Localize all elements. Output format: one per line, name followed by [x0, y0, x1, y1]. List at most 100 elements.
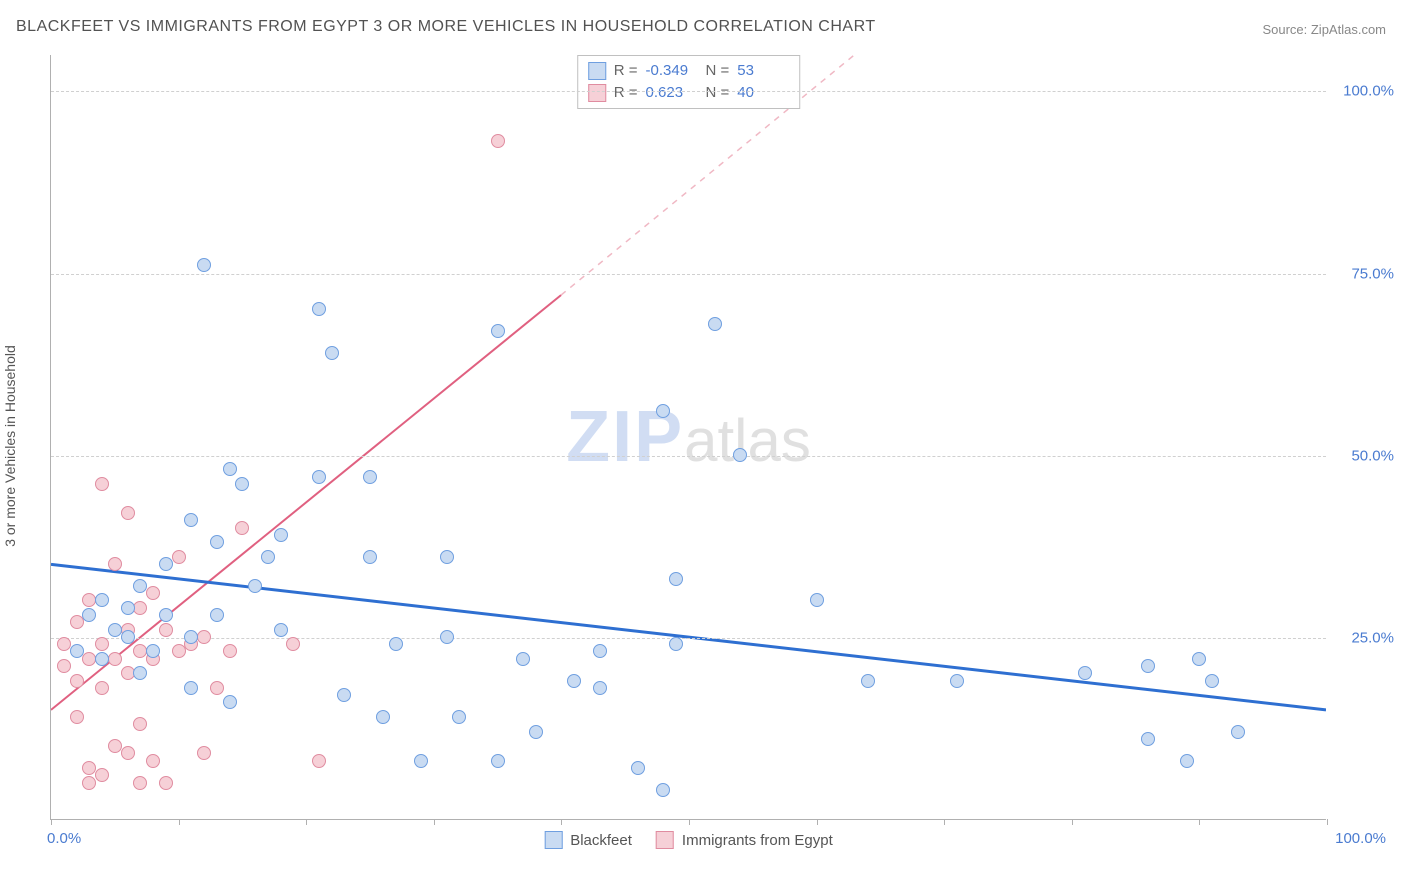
scatter-point — [274, 528, 288, 542]
scatter-point — [133, 666, 147, 680]
scatter-point — [95, 593, 109, 607]
x-tick — [51, 819, 52, 825]
chart-title: BLACKFEET VS IMMIGRANTS FROM EGYPT 3 OR … — [16, 18, 876, 36]
x-tick — [1327, 819, 1328, 825]
scatter-point — [861, 674, 875, 688]
legend-swatch-egypt — [656, 831, 674, 849]
scatter-point — [414, 754, 428, 768]
watermark-logo: ZIPatlas — [566, 396, 811, 478]
scatter-point — [184, 513, 198, 527]
scatter-point — [593, 644, 607, 658]
scatter-point — [312, 470, 326, 484]
scatter-point — [95, 637, 109, 651]
scatter-point — [57, 659, 71, 673]
swatch-egypt — [588, 84, 606, 102]
scatter-point — [1231, 725, 1245, 739]
scatter-point — [95, 768, 109, 782]
x-tick — [1199, 819, 1200, 825]
scatter-point — [95, 477, 109, 491]
x-tick — [817, 819, 818, 825]
scatter-point — [159, 608, 173, 622]
scatter-point — [197, 630, 211, 644]
scatter-point — [516, 652, 530, 666]
scatter-point — [82, 776, 96, 790]
r-label: R = — [614, 82, 638, 104]
scatter-point — [810, 593, 824, 607]
n-label: N = — [706, 60, 730, 82]
scatter-point — [184, 681, 198, 695]
scatter-point — [70, 710, 84, 724]
scatter-point — [159, 623, 173, 637]
x-tick — [179, 819, 180, 825]
scatter-plot-area: ZIPatlas 0.0% 100.0% R = -0.349 N = 53 R… — [50, 55, 1326, 820]
scatter-point — [656, 783, 670, 797]
scatter-point — [631, 761, 645, 775]
scatter-point — [210, 608, 224, 622]
scatter-point — [57, 637, 71, 651]
stats-row-egypt: R = 0.623 N = 40 — [588, 82, 790, 104]
scatter-point — [197, 746, 211, 760]
scatter-point — [70, 644, 84, 658]
stats-row-blackfeet: R = -0.349 N = 53 — [588, 60, 790, 82]
scatter-point — [656, 404, 670, 418]
r-value-egypt: 0.623 — [646, 82, 698, 104]
y-tick-label: 50.0% — [1351, 447, 1394, 464]
scatter-point — [708, 317, 722, 331]
scatter-point — [172, 644, 186, 658]
n-label: N = — [706, 82, 730, 104]
scatter-point — [95, 681, 109, 695]
scatter-point — [1141, 732, 1155, 746]
scatter-point — [172, 550, 186, 564]
scatter-point — [146, 644, 160, 658]
x-axis-min-label: 0.0% — [47, 830, 81, 847]
scatter-point — [82, 608, 96, 622]
scatter-point — [286, 637, 300, 651]
scatter-point — [210, 681, 224, 695]
x-tick — [306, 819, 307, 825]
scatter-point — [223, 462, 237, 476]
scatter-point — [121, 601, 135, 615]
scatter-point — [159, 557, 173, 571]
y-axis-label: 3 or more Vehicles in Household — [2, 345, 18, 547]
scatter-point — [235, 477, 249, 491]
scatter-point — [389, 637, 403, 651]
scatter-point — [452, 710, 466, 724]
scatter-point — [82, 761, 96, 775]
scatter-point — [529, 725, 543, 739]
gridline — [51, 274, 1326, 275]
scatter-point — [210, 535, 224, 549]
scatter-point — [70, 674, 84, 688]
scatter-point — [133, 579, 147, 593]
source-attribution: Source: ZipAtlas.com — [1262, 22, 1386, 37]
legend-item-blackfeet: Blackfeet — [544, 831, 632, 849]
gridline — [51, 638, 1326, 639]
scatter-point — [325, 346, 339, 360]
scatter-point — [108, 557, 122, 571]
scatter-point — [95, 652, 109, 666]
scatter-point — [733, 448, 747, 462]
watermark-atlas: atlas — [684, 407, 811, 474]
scatter-point — [376, 710, 390, 724]
scatter-point — [108, 652, 122, 666]
x-tick — [561, 819, 562, 825]
scatter-point — [133, 717, 147, 731]
x-tick — [1072, 819, 1073, 825]
scatter-point — [121, 746, 135, 760]
scatter-point — [223, 695, 237, 709]
y-tick-label: 75.0% — [1351, 265, 1394, 282]
r-label: R = — [614, 60, 638, 82]
scatter-point — [567, 674, 581, 688]
x-tick — [944, 819, 945, 825]
swatch-blackfeet — [588, 62, 606, 80]
correlation-stats-box: R = -0.349 N = 53 R = 0.623 N = 40 — [577, 55, 801, 109]
scatter-point — [1205, 674, 1219, 688]
scatter-point — [363, 550, 377, 564]
scatter-point — [1141, 659, 1155, 673]
scatter-point — [669, 637, 683, 651]
scatter-point — [669, 572, 683, 586]
scatter-point — [491, 134, 505, 148]
y-tick-label: 100.0% — [1343, 83, 1394, 100]
scatter-point — [312, 754, 326, 768]
scatter-point — [1078, 666, 1092, 680]
scatter-point — [133, 776, 147, 790]
